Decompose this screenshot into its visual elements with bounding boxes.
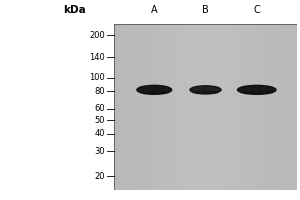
Text: 80: 80 xyxy=(94,87,105,96)
Text: kDa: kDa xyxy=(63,5,86,15)
Text: 100: 100 xyxy=(89,73,105,82)
Ellipse shape xyxy=(242,91,272,94)
Ellipse shape xyxy=(140,91,168,94)
Text: 60: 60 xyxy=(94,104,105,113)
Ellipse shape xyxy=(238,85,276,94)
Text: B: B xyxy=(202,5,209,15)
Text: C: C xyxy=(254,5,260,15)
Text: 20: 20 xyxy=(94,172,105,181)
Ellipse shape xyxy=(193,91,218,94)
Text: 40: 40 xyxy=(94,129,105,138)
Ellipse shape xyxy=(190,86,221,94)
Text: 30: 30 xyxy=(94,147,105,156)
Text: 140: 140 xyxy=(89,53,105,62)
Ellipse shape xyxy=(137,85,172,94)
Text: 200: 200 xyxy=(89,31,105,40)
Text: A: A xyxy=(151,5,158,15)
Text: 50: 50 xyxy=(94,116,105,125)
